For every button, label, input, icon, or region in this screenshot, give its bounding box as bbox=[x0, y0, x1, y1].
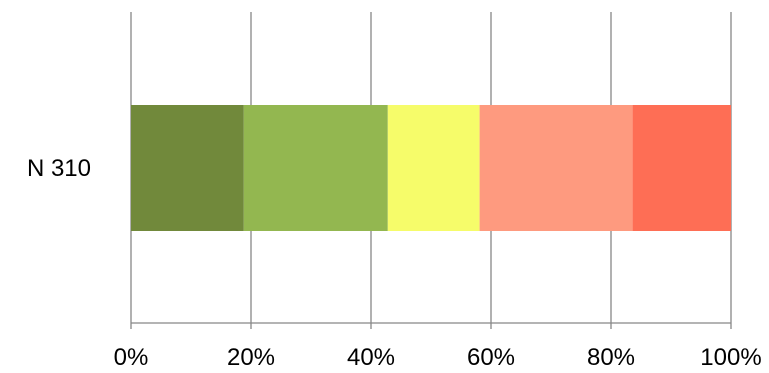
category-labels: N 310 bbox=[27, 155, 91, 182]
bar-segment-5 bbox=[632, 105, 731, 231]
bar-segment-1 bbox=[131, 105, 244, 231]
bar-segments bbox=[131, 105, 731, 231]
x-axis bbox=[130, 322, 732, 329]
x-tick-label: 20% bbox=[227, 344, 275, 371]
bar-segment-3 bbox=[387, 105, 480, 231]
x-tick-label: 60% bbox=[467, 344, 515, 371]
category-label: N 310 bbox=[27, 155, 91, 182]
x-tick-label: 0% bbox=[114, 344, 149, 371]
x-tick-label: 100% bbox=[700, 344, 761, 371]
bar-segment-2 bbox=[243, 105, 388, 231]
x-tick-label: 80% bbox=[587, 344, 635, 371]
bar-segment-4 bbox=[479, 105, 633, 231]
x-tick-label: 40% bbox=[347, 344, 395, 371]
x-tick-labels: 0% 20% 40% 60% 80% 100% bbox=[114, 344, 762, 371]
